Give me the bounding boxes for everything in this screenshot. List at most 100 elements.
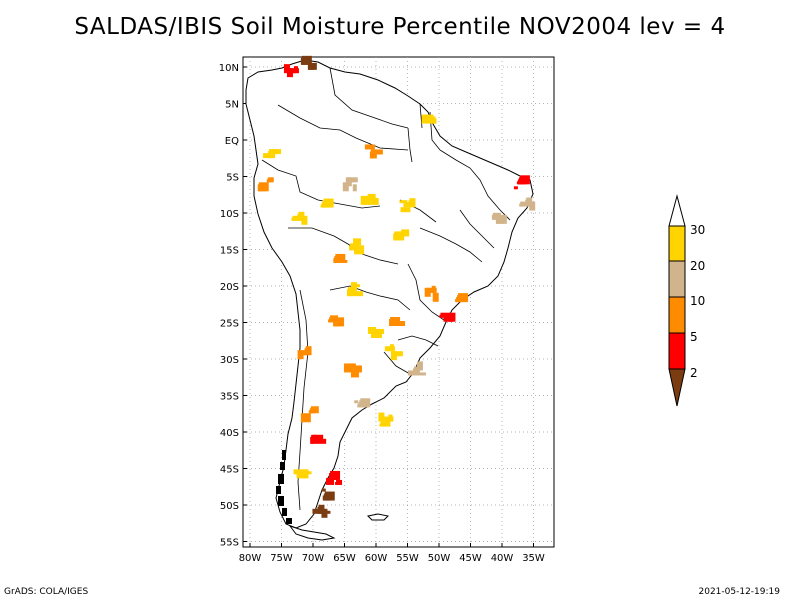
lat-tick-label: 10S: [220, 209, 239, 220]
dry-area-cell: [372, 149, 383, 155]
legend-bottom-arrow: [668, 368, 686, 407]
dry-area-cell: [380, 421, 391, 427]
legend-label-20: 20: [690, 259, 705, 273]
grads-credit: GrADS: COLA/IGES: [4, 587, 89, 597]
lon-tick-label: 45W: [459, 553, 482, 564]
timestamp: 2021-05-12-19:19: [698, 587, 781, 597]
dry-area-cell: [431, 116, 436, 124]
tierra-del-fuego: [288, 525, 336, 541]
lat-tick-label: 15S: [220, 246, 239, 257]
dry-area-cell: [364, 144, 375, 150]
lat-tick-label: EQ: [225, 136, 239, 147]
lat-tick-label: 50S: [220, 501, 239, 512]
dry-area-cell: [449, 312, 456, 322]
dry-area-cell: [395, 319, 400, 322]
dry-area-cell: [328, 200, 333, 204]
dry-area-cell: [431, 285, 436, 293]
lat-tick-label: 30S: [220, 355, 239, 366]
dry-area-cell: [330, 470, 341, 480]
lat-tick-label: 25S: [220, 319, 239, 330]
legend-label-2: 2: [690, 366, 698, 380]
lon-tick-label: 55W: [396, 553, 419, 564]
dry-area-cell: [263, 184, 268, 188]
dry-area-cell: [283, 64, 290, 74]
lon-tick-label: 60W: [365, 553, 388, 564]
lon-tick-label: 70W: [302, 553, 325, 564]
dry-area-cell: [293, 469, 304, 475]
percentile-shading: [257, 55, 536, 518]
legend-swatch-2-5: [668, 332, 686, 370]
dry-area-cell: [316, 438, 327, 444]
lat-tick-label: 35S: [220, 392, 239, 403]
legend-swatch-5-10: [668, 296, 686, 334]
dry-area-cell: [349, 363, 356, 369]
dry-area-cell: [267, 177, 274, 183]
dry-area-cell: [399, 200, 408, 204]
lon-tick-label: 80W: [239, 553, 262, 564]
dry-area-cell: [368, 326, 376, 334]
dry-area-cell: [350, 370, 359, 378]
dry-area-cell: [409, 198, 416, 208]
dry-area-cell: [389, 344, 394, 352]
south-america-coastline: [245, 59, 534, 529]
dry-area-cell: [526, 197, 533, 207]
dry-area-cell: [413, 366, 420, 376]
dry-area-cell: [353, 238, 362, 246]
dry-area-cell: [359, 247, 364, 251]
dry-area-cell: [330, 315, 339, 323]
dry-area-cell: [417, 372, 426, 376]
dry-area-cell: [401, 229, 410, 237]
dry-area-cell: [306, 57, 311, 61]
dry-area-cell: [336, 479, 343, 485]
lat-tick-label: 45S: [220, 465, 239, 476]
dry-area-cell: [347, 287, 354, 297]
legend-swatch-10-20: [668, 260, 686, 298]
map-title: SALDAS/IBIS Soil Moisture Percentile NOV…: [74, 14, 726, 40]
lon-tick-label: 75W: [270, 553, 293, 564]
dry-area-cell: [298, 211, 305, 221]
dry-area-cell: [310, 406, 319, 414]
dry-area-cell: [321, 488, 326, 492]
dry-area-cell: [305, 415, 310, 419]
dry-area-cell: [352, 184, 357, 192]
dry-area-cell: [350, 243, 359, 251]
dry-area-cell: [303, 471, 312, 475]
dry-area-cell: [347, 177, 358, 183]
axis-labels: 10N 5N EQ 5S 10S 15S 20S 25S 30S 35S 40S 45S 50S 55S8…: [219, 63, 545, 564]
dry-area-cell: [318, 504, 325, 514]
dry-area-cell: [423, 114, 434, 120]
dry-area-cell: [392, 351, 403, 357]
dry-area-cell: [322, 510, 331, 514]
legend-label-5: 5: [690, 330, 698, 344]
dry-area-cell: [340, 255, 345, 259]
dry-area-cell: [293, 66, 298, 74]
dry-area-cell: [271, 149, 282, 155]
dry-area-cell: [334, 317, 345, 327]
dry-area-cell: [360, 398, 371, 408]
legend-swatch-20-30: [668, 225, 686, 262]
dry-area-cell: [353, 365, 362, 373]
dry-area-cell: [399, 321, 406, 326]
legend-label-10: 10: [690, 294, 705, 308]
dry-area-cell: [416, 361, 423, 371]
falkland-islands: [366, 513, 390, 521]
dry-area-cell: [354, 400, 359, 404]
dry-area-cell: [326, 477, 335, 485]
legend-label-30: 30: [690, 223, 705, 237]
dry-area-cell: [329, 493, 334, 497]
country-borders: [261, 67, 511, 511]
dry-area-cell: [352, 291, 363, 297]
lat-tick-label: 5N: [225, 100, 239, 111]
dry-area-cell: [378, 328, 384, 334]
dry-area-cell: [305, 346, 312, 356]
dry-area-cell: [378, 412, 385, 422]
lat-tick-label: 5S: [226, 173, 239, 184]
map-frame: [242, 56, 555, 548]
dry-area-cell: [351, 284, 360, 288]
lat-tick-label: 10N: [219, 63, 239, 74]
dry-area-cell: [501, 216, 506, 220]
lat-tick-label: 55S: [220, 538, 239, 549]
lon-tick-label: 65W: [333, 553, 356, 564]
lon-tick-label: 40W: [491, 553, 514, 564]
